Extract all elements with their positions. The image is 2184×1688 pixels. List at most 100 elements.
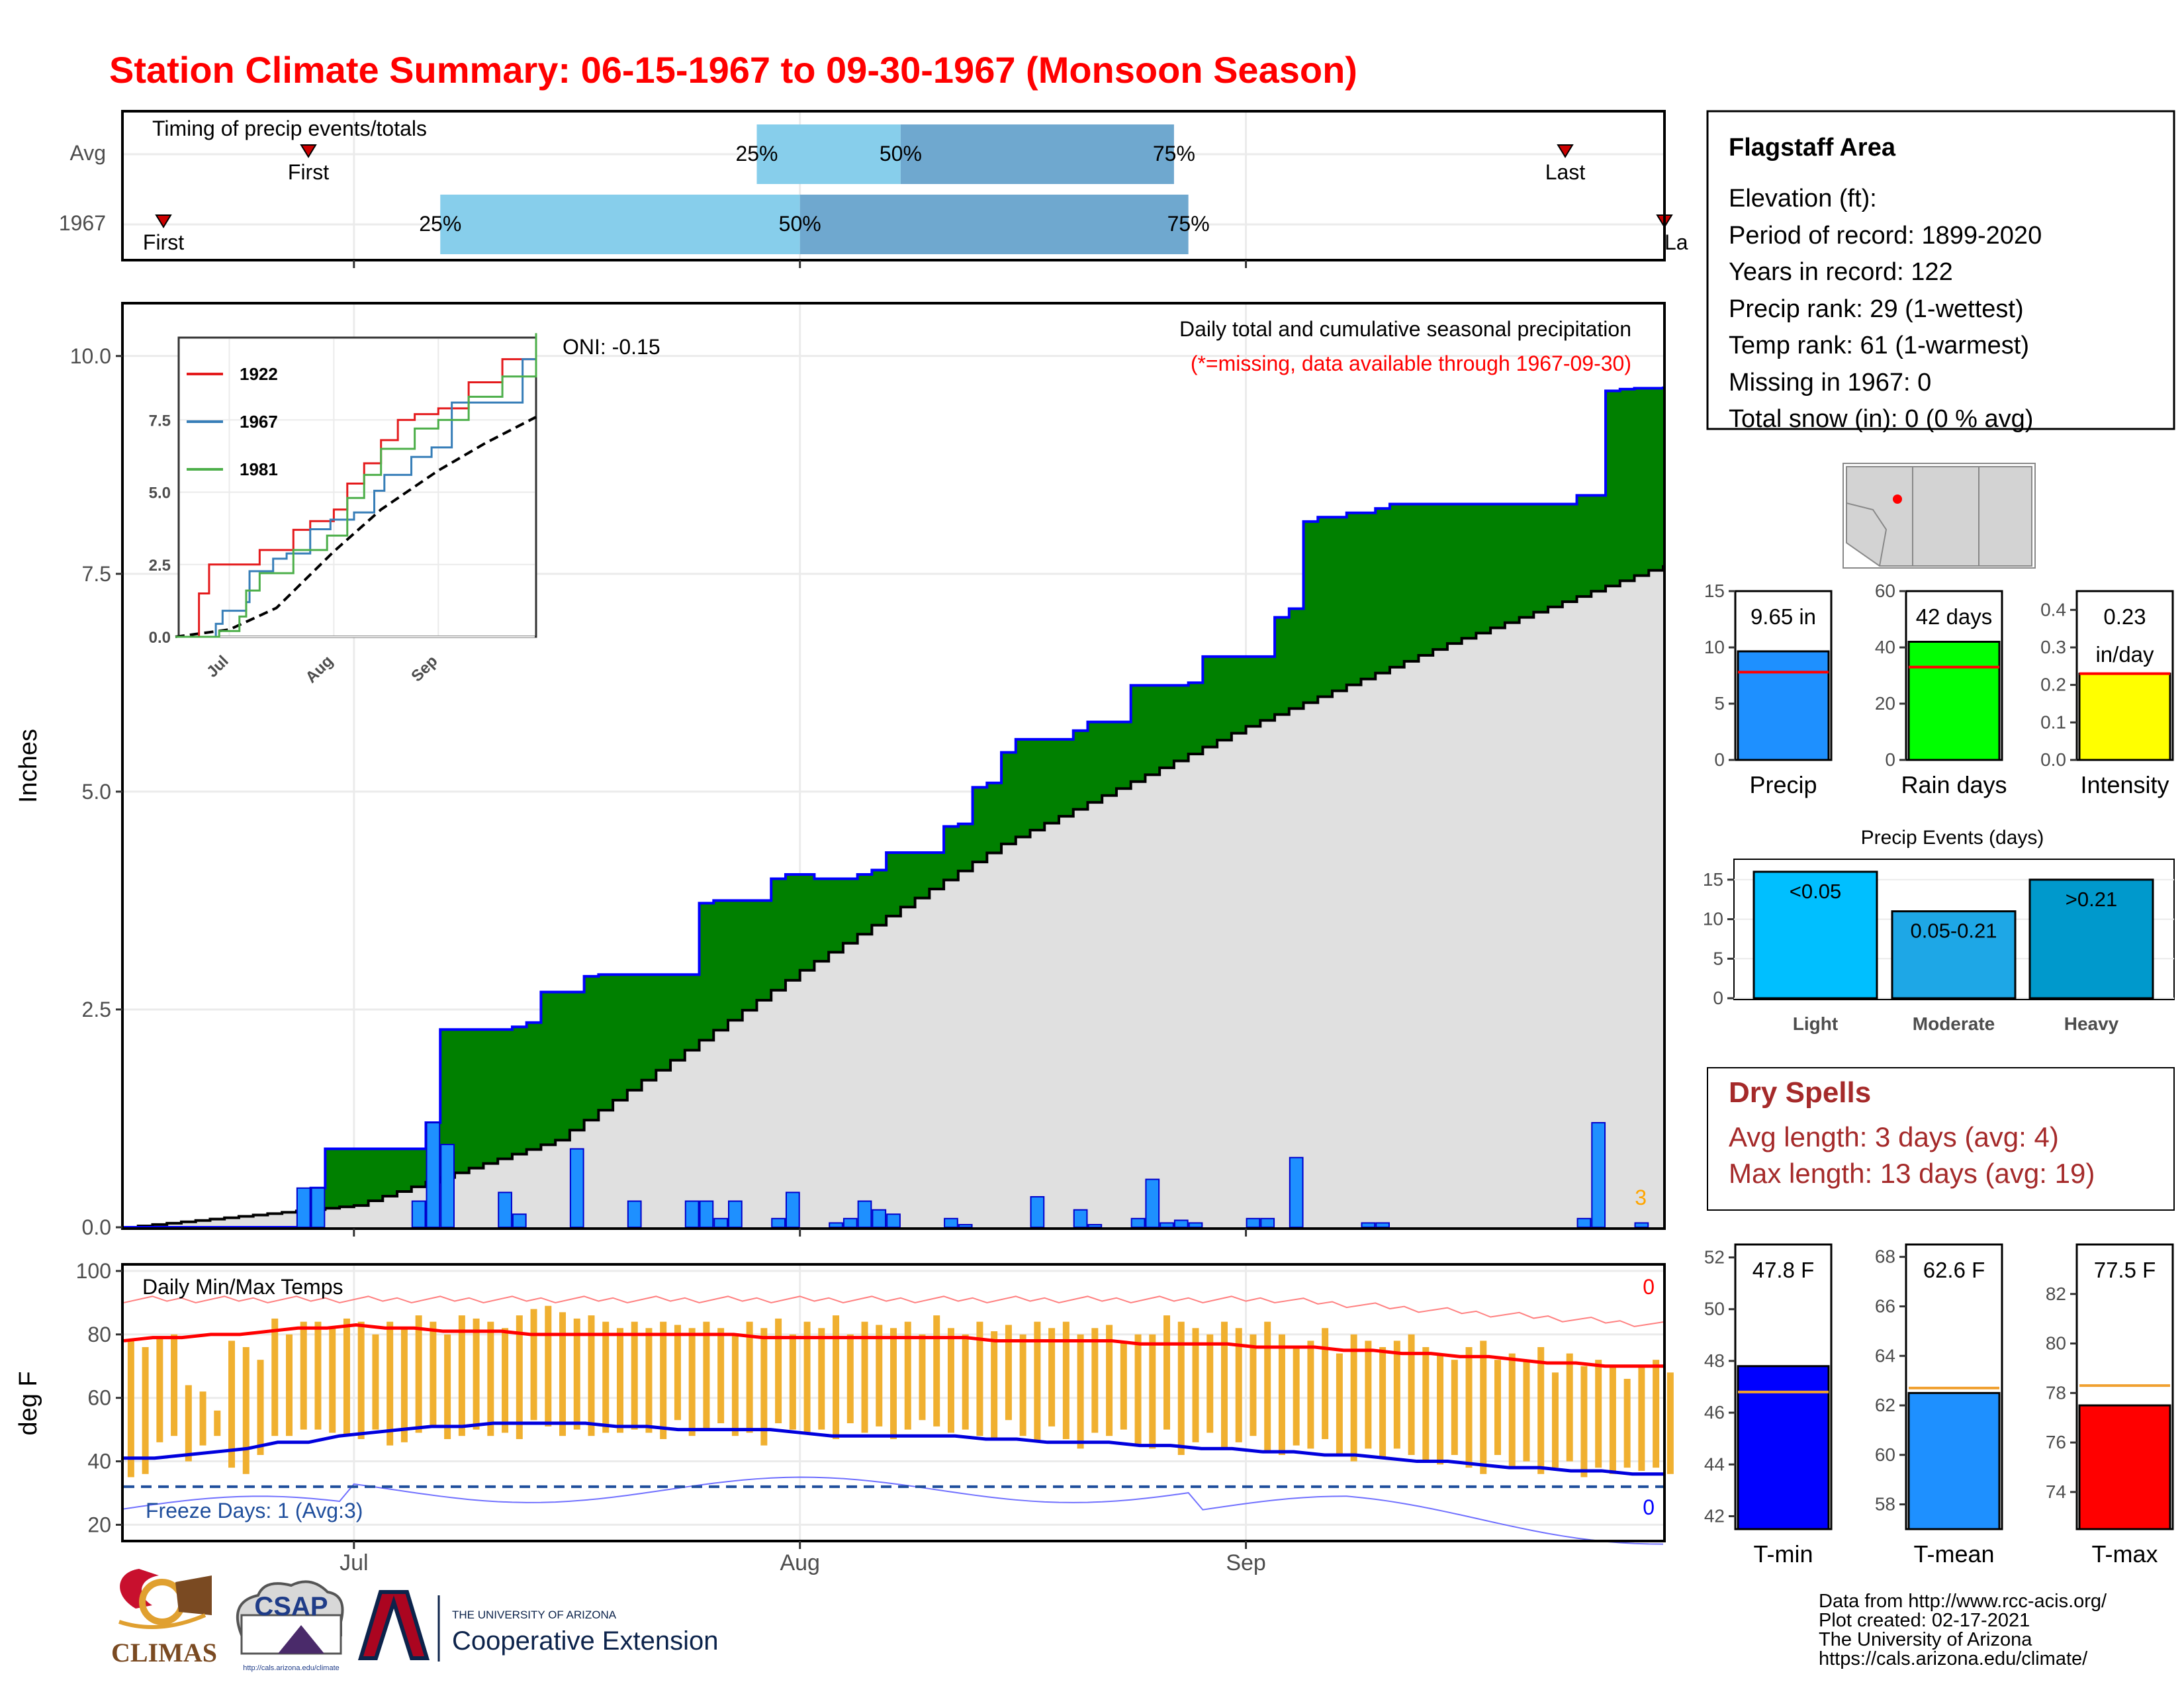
xtick-label: Aug [780, 1550, 820, 1575]
ua-big-text: Cooperative Extension [452, 1626, 718, 1656]
daily-temp-range-bar [933, 1315, 940, 1427]
daily-temp-range-bar [1494, 1360, 1502, 1455]
daily-temp-range-bar [1365, 1340, 1372, 1449]
daily-temp-range-bar [919, 1334, 926, 1421]
daily-precip-bar [426, 1122, 441, 1228]
station-period: Period of record: 1899-2020 [1729, 222, 2042, 250]
daily-temp-range-bar [760, 1328, 768, 1446]
locator-map [1843, 463, 2036, 569]
daily-temp-range-bar [991, 1331, 998, 1440]
summary-ytick-label: 46 [1704, 1402, 1725, 1423]
daily-temp-range-bar [1666, 1372, 1674, 1474]
summary-value-bar [2078, 1404, 2171, 1530]
station-temp-rank: Temp rank: 61 (1-warmest) [1729, 332, 2029, 359]
timing-first-marker [155, 214, 172, 228]
station-info-box: Flagstaff Area Elevation (ft): Period of… [1706, 110, 2175, 433]
timing-panel: 25% 50% 75% First Last 25% 50% 75% First La Timin… [59, 110, 1688, 261]
summary-value-bar [1907, 1391, 2001, 1530]
daily-temp-range-bar [1379, 1347, 1387, 1458]
daily-temp-range-bar [1149, 1334, 1156, 1449]
station-elevation: Elevation (ft): [1729, 185, 1877, 212]
daily-precip-bar [1030, 1196, 1045, 1229]
summary-rain-days: 0 20 40 60 42 days Rain days [1875, 581, 2007, 798]
daily-temp-range-bar [703, 1321, 710, 1430]
timing-bar-q50-q75 [799, 195, 1189, 254]
daily-temp-range-bar [530, 1309, 537, 1421]
daily-temp-range-bar [1465, 1347, 1473, 1468]
daily-temp-range-bar [833, 1315, 840, 1440]
credits: Data from http://www.rcc-acis.org/ Plot … [1819, 1591, 2107, 1669]
daily-temp-range-bar [1437, 1353, 1444, 1465]
summary-ytick-label: 44 [1704, 1454, 1725, 1474]
summary-value-bar [1737, 650, 1830, 761]
events-bar-label: 0.05-0.21 [1911, 919, 1997, 943]
summary-ytick-label: 0.2 [2040, 675, 2066, 695]
summary-category-label: Precip [1749, 771, 1817, 798]
daily-precip-bar [771, 1217, 786, 1229]
summary-ytick-label: 60 [1875, 581, 1895, 601]
daily-precip-bar [857, 1200, 872, 1228]
daily-temp-range-bar [1077, 1334, 1084, 1449]
summary-ytick-label: 48 [1704, 1350, 1725, 1371]
daily-temp-range-bar [789, 1334, 796, 1430]
daily-temp-range-bar [660, 1321, 667, 1440]
daily-temp-range-bar [674, 1325, 681, 1421]
daily-temp-range-bar [1250, 1334, 1257, 1436]
daily-precip-bar [1073, 1209, 1088, 1228]
daily-temp-range-bar [1508, 1353, 1516, 1468]
precip-ytick-label: 2.5 [82, 998, 111, 1021]
inset-xtick-label: Jul [203, 652, 232, 681]
daily-temp-range-bar [400, 1328, 408, 1442]
daily-temp-range-bar [257, 1360, 264, 1455]
daily-temp-range-bar [1048, 1328, 1056, 1427]
daily-temp-range-bar [1120, 1340, 1127, 1430]
daily-temp-range-bar [387, 1321, 394, 1446]
daily-precip-bar [1087, 1224, 1103, 1228]
daily-precip-bar [872, 1209, 887, 1228]
timing-first-label: First [288, 160, 329, 184]
precip-ylabel: Inches [15, 729, 42, 803]
daily-precip-bar [829, 1222, 843, 1229]
daily-temp-range-bar [1609, 1366, 1616, 1474]
summary-category-label: T-min [1754, 1540, 1813, 1568]
daily-precip-bar [728, 1200, 743, 1228]
events-category-label: Light [1793, 1013, 1838, 1034]
daily-precip-bar [1130, 1217, 1146, 1229]
daily-precip-bar [1591, 1122, 1606, 1228]
freeze-days: Freeze Days: 1 (Avg:3) [146, 1499, 363, 1523]
daily-precip-bar [1361, 1222, 1376, 1229]
temp-ytick-label: 80 [87, 1323, 111, 1346]
summary-category-label: Rain days [1901, 771, 2007, 798]
dry-spells-title: Dry Spells [1729, 1076, 1871, 1109]
daily-precip-bar [699, 1200, 714, 1228]
record-low-line [123, 1476, 1664, 1545]
daily-precip-bar [1375, 1222, 1390, 1229]
daily-temp-range-bar [559, 1312, 567, 1436]
summary-ytick-label: 60 [1875, 1444, 1895, 1465]
daily-temp-range-bar [962, 1334, 969, 1430]
events-ytick-label: 5 [1713, 948, 1723, 968]
inset-xtick-label: Sep [408, 652, 441, 685]
daily-temp-range-bar [645, 1328, 653, 1433]
daily-temp-range-bar [271, 1318, 279, 1436]
precip-ytick-label: 5.0 [82, 780, 111, 804]
daily-temp-range-bar [602, 1321, 610, 1433]
timing-bar-q25-q50 [756, 124, 901, 184]
xtick-label: Sep [1226, 1550, 1266, 1575]
station-precip-rank: Precip rank: 29 (1-wettest) [1729, 295, 2024, 323]
precip-ytick-label: 10.0 [70, 344, 111, 368]
daily-temp-range-bar [1580, 1366, 1588, 1477]
timing-label-25: 25% [735, 142, 778, 165]
daily-temp-range-bar [1408, 1334, 1415, 1455]
daily-temp-range-bar [616, 1328, 623, 1433]
inset-ytick-label: 7.5 [149, 412, 171, 430]
inset-legend-label: 1922 [240, 364, 278, 384]
timing-bar-q50-q75 [900, 124, 1174, 184]
summary-ytick-label: 66 [1875, 1295, 1895, 1316]
record-high-line [123, 1295, 1664, 1327]
daily-temp-range-bar [329, 1328, 336, 1433]
daily-temp-range-bar [1595, 1360, 1602, 1468]
daily-precip-bar [1160, 1222, 1174, 1229]
station-location-marker [1893, 494, 1902, 504]
daily-precip-bar [944, 1217, 958, 1229]
